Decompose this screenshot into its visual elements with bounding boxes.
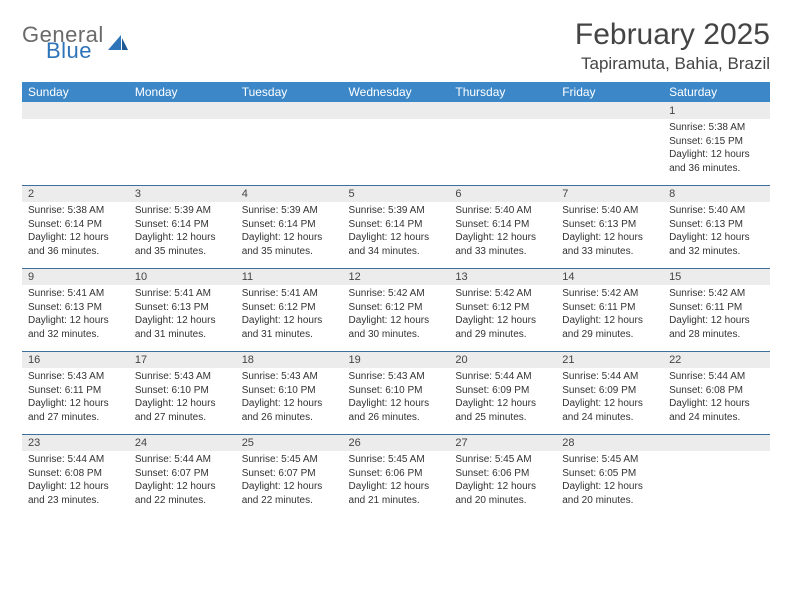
day-detail: Sunrise: 5:44 AMSunset: 6:09 PMDaylight:… — [556, 368, 663, 434]
day-detail: Sunrise: 5:38 AMSunset: 6:14 PMDaylight:… — [22, 202, 129, 268]
day-detail: Sunrise: 5:40 AMSunset: 6:13 PMDaylight:… — [663, 202, 770, 268]
day-number: 14 — [556, 268, 663, 285]
day-number — [22, 102, 129, 119]
day-number: 10 — [129, 268, 236, 285]
weekday-heading: Tuesday — [236, 82, 343, 102]
location-label: Tapiramuta, Bahia, Brazil — [575, 54, 770, 74]
day-number: 17 — [129, 351, 236, 368]
day-number: 13 — [449, 268, 556, 285]
detail-row: Sunrise: 5:38 AMSunset: 6:14 PMDaylight:… — [22, 202, 770, 268]
day-number — [556, 102, 663, 119]
day-detail: Sunrise: 5:39 AMSunset: 6:14 PMDaylight:… — [129, 202, 236, 268]
day-number: 12 — [343, 268, 450, 285]
day-detail — [343, 119, 450, 185]
day-number: 9 — [22, 268, 129, 285]
day-number: 15 — [663, 268, 770, 285]
day-detail — [22, 119, 129, 185]
day-detail: Sunrise: 5:39 AMSunset: 6:14 PMDaylight:… — [343, 202, 450, 268]
day-detail: Sunrise: 5:43 AMSunset: 6:10 PMDaylight:… — [236, 368, 343, 434]
day-detail: Sunrise: 5:40 AMSunset: 6:13 PMDaylight:… — [556, 202, 663, 268]
brand-part2: Blue — [46, 40, 104, 62]
day-detail: Sunrise: 5:42 AMSunset: 6:12 PMDaylight:… — [343, 285, 450, 351]
day-number: 16 — [22, 351, 129, 368]
day-number: 5 — [343, 185, 450, 202]
day-number: 4 — [236, 185, 343, 202]
day-detail: Sunrise: 5:41 AMSunset: 6:12 PMDaylight:… — [236, 285, 343, 351]
weekday-heading: Saturday — [663, 82, 770, 102]
day-number: 3 — [129, 185, 236, 202]
day-detail: Sunrise: 5:44 AMSunset: 6:09 PMDaylight:… — [449, 368, 556, 434]
day-detail: Sunrise: 5:40 AMSunset: 6:14 PMDaylight:… — [449, 202, 556, 268]
day-detail: Sunrise: 5:42 AMSunset: 6:11 PMDaylight:… — [663, 285, 770, 351]
day-number — [236, 102, 343, 119]
weekday-header-row: Sunday Monday Tuesday Wednesday Thursday… — [22, 82, 770, 102]
day-number: 8 — [663, 185, 770, 202]
day-number — [663, 434, 770, 451]
day-detail: Sunrise: 5:39 AMSunset: 6:14 PMDaylight:… — [236, 202, 343, 268]
day-number: 27 — [449, 434, 556, 451]
day-number — [449, 102, 556, 119]
daynum-row: 1 — [22, 102, 770, 119]
weekday-heading: Monday — [129, 82, 236, 102]
day-number: 23 — [22, 434, 129, 451]
daynum-row: 23 24 25 26 27 28 — [22, 434, 770, 451]
day-detail: Sunrise: 5:45 AMSunset: 6:05 PMDaylight:… — [556, 451, 663, 515]
day-number: 6 — [449, 185, 556, 202]
day-detail: Sunrise: 5:45 AMSunset: 6:06 PMDaylight:… — [343, 451, 450, 515]
day-number: 26 — [343, 434, 450, 451]
day-detail — [236, 119, 343, 185]
day-detail: Sunrise: 5:44 AMSunset: 6:08 PMDaylight:… — [663, 368, 770, 434]
day-detail: Sunrise: 5:43 AMSunset: 6:11 PMDaylight:… — [22, 368, 129, 434]
day-number: 1 — [663, 102, 770, 119]
detail-row: Sunrise: 5:41 AMSunset: 6:13 PMDaylight:… — [22, 285, 770, 351]
brand-logo: General Blue — [22, 24, 128, 62]
detail-row: Sunrise: 5:43 AMSunset: 6:11 PMDaylight:… — [22, 368, 770, 434]
day-number — [343, 102, 450, 119]
day-detail: Sunrise: 5:41 AMSunset: 6:13 PMDaylight:… — [22, 285, 129, 351]
day-number: 24 — [129, 434, 236, 451]
day-number: 25 — [236, 434, 343, 451]
sail-icon — [108, 35, 128, 53]
day-number: 28 — [556, 434, 663, 451]
day-detail — [449, 119, 556, 185]
daynum-row: 16 17 18 19 20 21 22 — [22, 351, 770, 368]
day-detail: Sunrise: 5:41 AMSunset: 6:13 PMDaylight:… — [129, 285, 236, 351]
day-detail: Sunrise: 5:43 AMSunset: 6:10 PMDaylight:… — [343, 368, 450, 434]
weekday-heading: Friday — [556, 82, 663, 102]
detail-row: Sunrise: 5:44 AMSunset: 6:08 PMDaylight:… — [22, 451, 770, 515]
page-title: February 2025 — [575, 18, 770, 52]
title-block: February 2025 Tapiramuta, Bahia, Brazil — [575, 18, 770, 74]
day-detail: Sunrise: 5:38 AMSunset: 6:15 PMDaylight:… — [663, 119, 770, 185]
day-number: 19 — [343, 351, 450, 368]
detail-row: Sunrise: 5:38 AMSunset: 6:15 PMDaylight:… — [22, 119, 770, 185]
day-detail: Sunrise: 5:42 AMSunset: 6:12 PMDaylight:… — [449, 285, 556, 351]
day-number: 18 — [236, 351, 343, 368]
calendar-table: Sunday Monday Tuesday Wednesday Thursday… — [22, 82, 770, 515]
day-number: 21 — [556, 351, 663, 368]
daynum-row: 2 3 4 5 6 7 8 — [22, 185, 770, 202]
brand-text: General Blue — [22, 24, 104, 62]
weekday-heading: Wednesday — [343, 82, 450, 102]
weekday-heading: Thursday — [449, 82, 556, 102]
day-number: 2 — [22, 185, 129, 202]
day-detail: Sunrise: 5:44 AMSunset: 6:07 PMDaylight:… — [129, 451, 236, 515]
day-detail — [663, 451, 770, 515]
day-number: 22 — [663, 351, 770, 368]
day-detail: Sunrise: 5:45 AMSunset: 6:06 PMDaylight:… — [449, 451, 556, 515]
day-number: 11 — [236, 268, 343, 285]
day-number: 20 — [449, 351, 556, 368]
day-number — [129, 102, 236, 119]
day-detail: Sunrise: 5:45 AMSunset: 6:07 PMDaylight:… — [236, 451, 343, 515]
weekday-heading: Sunday — [22, 82, 129, 102]
day-detail — [556, 119, 663, 185]
day-detail: Sunrise: 5:44 AMSunset: 6:08 PMDaylight:… — [22, 451, 129, 515]
day-detail: Sunrise: 5:43 AMSunset: 6:10 PMDaylight:… — [129, 368, 236, 434]
calendar-body: 1 Sunrise: 5:38 AMSunset: 6:15 PMDayligh… — [22, 102, 770, 515]
header: General Blue February 2025 Tapiramuta, B… — [22, 18, 770, 74]
day-detail: Sunrise: 5:42 AMSunset: 6:11 PMDaylight:… — [556, 285, 663, 351]
day-number: 7 — [556, 185, 663, 202]
daynum-row: 9 10 11 12 13 14 15 — [22, 268, 770, 285]
day-detail — [129, 119, 236, 185]
